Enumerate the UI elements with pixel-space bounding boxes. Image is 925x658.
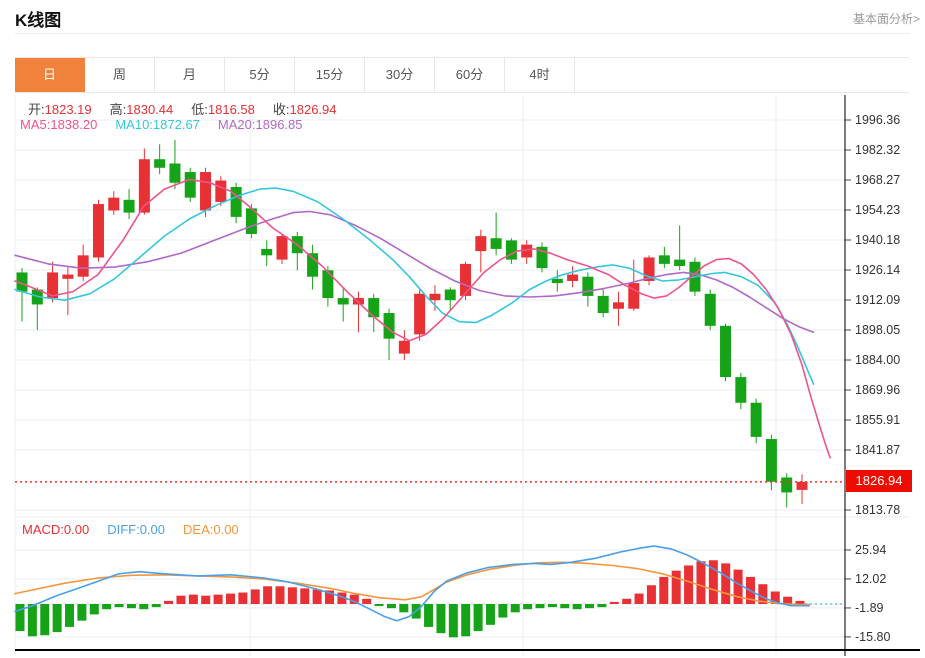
ma20-line <box>14 210 815 334</box>
svg-text:25.94: 25.94 <box>855 543 886 557</box>
svg-text:12.02: 12.02 <box>855 572 886 586</box>
svg-text:1884.00: 1884.00 <box>855 353 900 367</box>
interval-tab[interactable]: 月 <box>155 58 225 92</box>
svg-text:1954.23: 1954.23 <box>855 203 900 217</box>
readout-group: 收:1826.94 <box>273 102 337 117</box>
ma10-line <box>14 187 815 385</box>
svg-text:1996.36: 1996.36 <box>855 113 900 127</box>
readout-value: 1872.67 <box>152 117 200 132</box>
readout-label: 收: <box>272 102 290 117</box>
candles <box>16 139 808 508</box>
svg-text:1841.87: 1841.87 <box>855 443 900 457</box>
svg-text:-15.80: -15.80 <box>855 630 890 644</box>
interval-tab[interactable]: 4时 <box>505 58 575 92</box>
svg-text:1869.96: 1869.96 <box>855 383 900 397</box>
readout-group: 开:1823.19 <box>28 102 92 117</box>
readout-label: MA5: <box>20 117 51 132</box>
readout-group: 高:1830.44 <box>110 102 174 117</box>
page-title: K线图 <box>15 11 62 30</box>
readout-label: 开: <box>28 102 45 117</box>
svg-text:-1.89: -1.89 <box>855 601 884 615</box>
readout-group: MA10:1872.67 <box>115 117 200 132</box>
readout-label: DIFF: <box>107 522 140 537</box>
readout-group: MACD:0.00 <box>22 522 89 537</box>
interval-tab[interactable]: 日 <box>15 58 85 92</box>
gridlines <box>14 95 910 656</box>
title-divider <box>15 33 910 34</box>
diff-line <box>14 545 811 622</box>
ma5-line <box>14 178 831 459</box>
readout-group: MA5:1838.20 <box>20 117 97 132</box>
readout-label: MA10: <box>115 117 153 132</box>
svg-text:1968.27: 1968.27 <box>855 173 900 187</box>
interval-tab[interactable]: 15分 <box>295 58 365 92</box>
readout-value: 0.00 <box>213 522 239 537</box>
svg-text:1813.78: 1813.78 <box>855 503 900 517</box>
svg-text:1855.91: 1855.91 <box>855 413 900 427</box>
readout-group: 低:1816.58 <box>191 102 255 117</box>
ohlc-readout: 开:1823.19 高:1830.44 低:1816.58 收:1826.94 <box>28 99 355 118</box>
svg-text:1912.09: 1912.09 <box>855 293 900 307</box>
price-axis: 1996.36 1982.32 1968.27 1954.23 1940.18 1926.… <box>844 95 900 656</box>
readout-group: MA20:1896.85 <box>218 117 303 132</box>
svg-text:1940.18: 1940.18 <box>855 233 900 247</box>
interval-tab[interactable]: 周 <box>85 58 155 92</box>
svg-text:1982.32: 1982.32 <box>855 143 900 157</box>
readout-value: 1816.58 <box>207 102 255 117</box>
readout-value: 1823.19 <box>44 102 92 117</box>
readout-label: 低: <box>191 102 208 117</box>
interval-tab[interactable]: 60分 <box>435 58 505 92</box>
macd-histogram <box>15 560 805 638</box>
fundamental-analysis-link[interactable]: 基本面分析> <box>852 12 920 26</box>
ma-readout: MA5:1838.20 MA10:1872.67 MA20:1896.85 <box>20 117 321 132</box>
interval-tab[interactable]: 30分 <box>365 58 435 92</box>
readout-group: DEA:0.00 <box>183 522 239 537</box>
readout-label: DEA: <box>183 522 214 537</box>
macd-readout: MACD:0.00 DIFF:0.00 DEA:0.00 <box>22 522 257 537</box>
interval-tab[interactable]: 5分 <box>225 58 295 92</box>
readout-label: MACD: <box>22 522 64 537</box>
readout-value: 1838.20 <box>50 117 98 132</box>
readout-value: 1830.44 <box>126 102 174 117</box>
readout-label: 高: <box>109 102 127 117</box>
readout-label: MA20: <box>217 117 256 132</box>
current-price-label: 1826.94 <box>846 470 912 492</box>
readout-value: 0.00 <box>63 522 90 537</box>
readout-value: 1896.85 <box>255 117 303 132</box>
svg-text:1926.14: 1926.14 <box>855 263 900 277</box>
readout-group: DIFF:0.00 <box>107 522 165 537</box>
svg-text:1898.05: 1898.05 <box>855 323 900 337</box>
readout-value: 0.00 <box>139 522 166 537</box>
interval-tab-bar: 日周月 5分 15分 30分 60分 4时 <box>15 57 909 93</box>
readout-value: 1826.94 <box>289 102 337 117</box>
